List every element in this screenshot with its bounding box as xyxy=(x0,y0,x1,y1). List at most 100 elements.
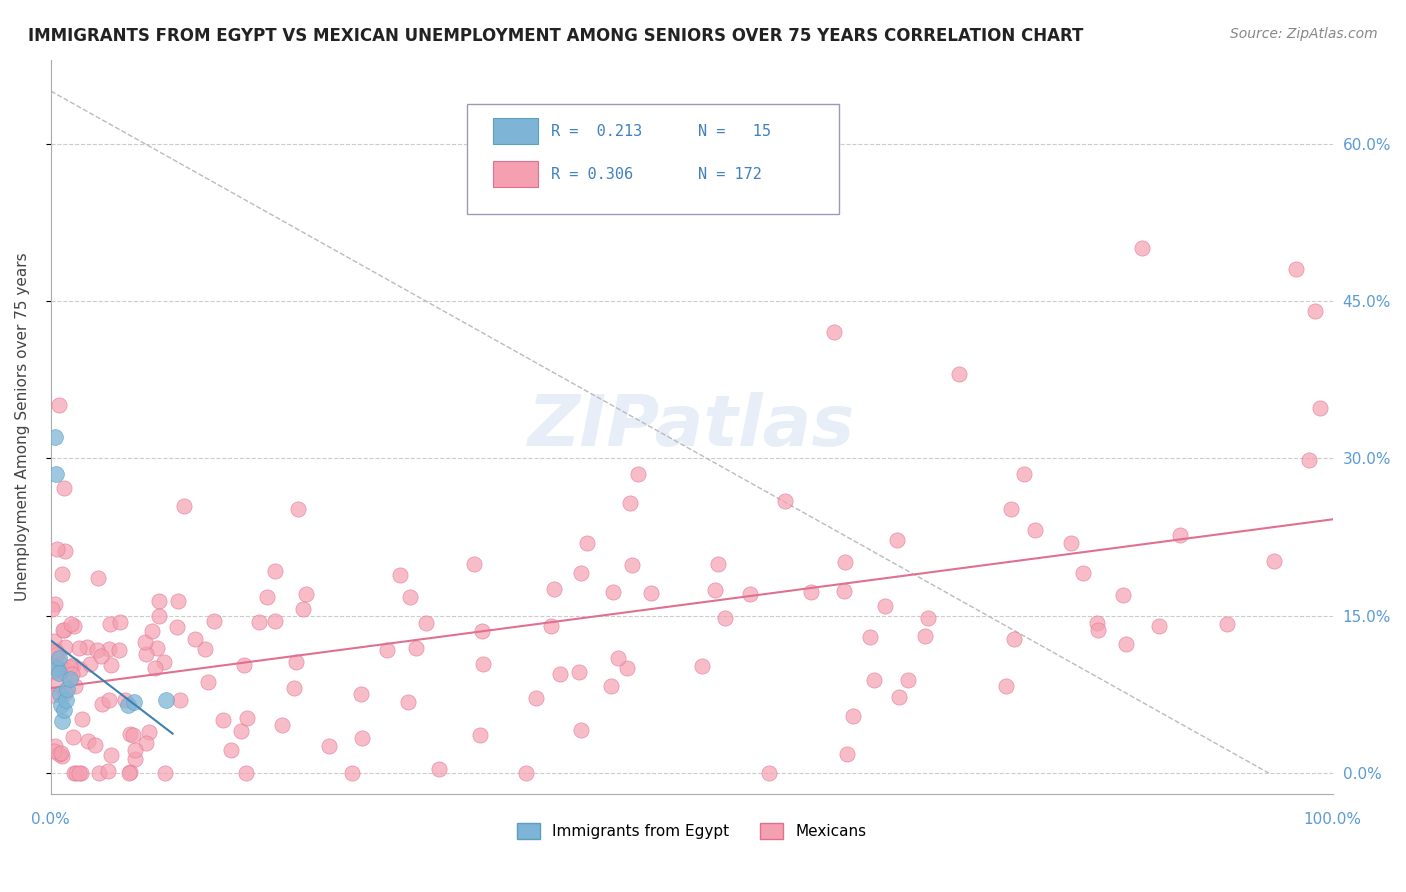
Point xyxy=(184,632,207,647)
Point xyxy=(1087,623,1109,637)
Point xyxy=(1059,535,1081,549)
Point xyxy=(524,691,547,706)
Point xyxy=(51,567,73,582)
Point xyxy=(194,642,217,657)
Point xyxy=(76,640,98,655)
Point xyxy=(41,602,63,616)
Point xyxy=(1147,619,1170,633)
Point xyxy=(396,695,419,709)
Point xyxy=(388,567,411,582)
Point xyxy=(98,692,121,706)
Point xyxy=(471,624,494,638)
Point xyxy=(114,693,136,707)
Point xyxy=(173,499,195,513)
Point xyxy=(46,661,69,675)
Point xyxy=(53,640,76,654)
Point xyxy=(45,467,67,481)
Point xyxy=(886,533,908,547)
Point xyxy=(122,728,145,742)
Point xyxy=(48,747,70,761)
Point xyxy=(86,642,108,657)
Point xyxy=(1111,588,1133,602)
Point xyxy=(46,542,69,557)
Point xyxy=(704,582,727,597)
Point xyxy=(44,739,66,754)
Point xyxy=(692,659,714,673)
Point xyxy=(72,712,94,726)
Point xyxy=(540,619,562,633)
Point xyxy=(375,643,398,657)
Point xyxy=(1000,502,1022,516)
Point xyxy=(141,624,163,639)
Point xyxy=(627,467,650,481)
Point xyxy=(427,763,450,777)
Point xyxy=(738,587,761,601)
Point xyxy=(256,590,278,604)
Point xyxy=(49,746,72,760)
Point xyxy=(124,752,146,766)
Point xyxy=(118,766,141,780)
Point xyxy=(135,647,157,661)
Y-axis label: Unemployment Among Seniors over 75 years: Unemployment Among Seniors over 75 years xyxy=(15,252,30,601)
Text: R = 0.306: R = 0.306 xyxy=(551,167,661,182)
Point xyxy=(118,727,141,741)
Point xyxy=(202,614,225,628)
Text: IMMIGRANTS FROM EGYPT VS MEXICAN UNEMPLOYMENT AMONG SENIORS OVER 75 YEARS CORREL: IMMIGRANTS FROM EGYPT VS MEXICAN UNEMPLO… xyxy=(28,27,1084,45)
Point xyxy=(1168,528,1191,542)
Point xyxy=(264,564,287,578)
Point xyxy=(1309,401,1331,415)
Point xyxy=(63,679,86,693)
Point xyxy=(59,660,82,674)
Text: 100.0%: 100.0% xyxy=(1303,813,1362,828)
Point xyxy=(52,624,75,638)
Point xyxy=(52,481,75,495)
Point xyxy=(51,714,73,728)
Point xyxy=(108,642,131,657)
Point xyxy=(98,641,121,656)
Point xyxy=(77,733,100,747)
Point xyxy=(1002,632,1025,646)
Point xyxy=(291,601,314,615)
Point xyxy=(100,747,122,762)
Point xyxy=(53,543,76,558)
Text: ZIPatlas: ZIPatlas xyxy=(529,392,855,461)
Point xyxy=(53,686,76,700)
Point xyxy=(52,662,75,676)
Point xyxy=(707,557,730,571)
Point xyxy=(41,665,63,680)
Point xyxy=(49,687,72,701)
Point xyxy=(842,708,865,723)
Point xyxy=(236,711,259,725)
Point xyxy=(232,658,254,673)
Point xyxy=(569,723,592,737)
Point xyxy=(569,566,592,581)
Point xyxy=(44,597,66,611)
Point xyxy=(55,667,77,681)
Point xyxy=(859,630,882,644)
Point xyxy=(231,723,253,738)
Point xyxy=(994,679,1017,693)
Point xyxy=(318,739,340,753)
Bar xyxy=(494,119,538,144)
Point xyxy=(1014,467,1036,481)
Text: N =   15: N = 15 xyxy=(699,124,772,139)
Point xyxy=(471,657,494,671)
Point xyxy=(1071,566,1094,581)
Point xyxy=(640,586,662,600)
Point xyxy=(48,398,70,412)
Point xyxy=(835,747,858,762)
Point xyxy=(42,744,65,758)
Point xyxy=(62,658,84,673)
Legend: Immigrants from Egypt, Mexicans: Immigrants from Egypt, Mexicans xyxy=(512,817,873,845)
Point xyxy=(800,584,823,599)
Point xyxy=(56,682,79,697)
Point xyxy=(1298,452,1320,467)
Point xyxy=(155,692,177,706)
Point xyxy=(45,647,67,661)
Point xyxy=(263,614,285,628)
Point xyxy=(548,666,571,681)
Point xyxy=(917,611,939,625)
Text: N = 172: N = 172 xyxy=(699,167,762,182)
Point xyxy=(124,743,146,757)
Point xyxy=(45,644,67,658)
